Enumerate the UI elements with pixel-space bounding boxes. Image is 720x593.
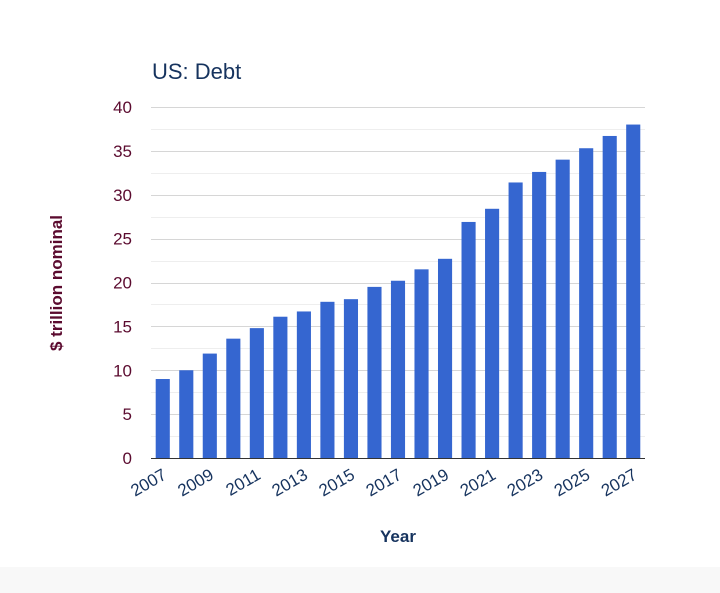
x-tick-label: 2027 xyxy=(598,465,640,500)
y-tick-label: 5 xyxy=(123,405,132,424)
x-tick-label: 2021 xyxy=(457,465,499,500)
x-tick-label: 2015 xyxy=(316,465,358,500)
x-tick-label: 2017 xyxy=(363,465,405,500)
y-tick-label: 25 xyxy=(113,230,132,249)
y-tick-label: 0 xyxy=(123,449,132,468)
bar-2021 xyxy=(485,208,500,458)
y-tick-label: 35 xyxy=(113,142,132,161)
y-tick-label: 15 xyxy=(113,317,132,336)
x-tick-label: 2023 xyxy=(504,465,546,500)
y-tick-label: 30 xyxy=(113,186,132,205)
bar-2010 xyxy=(226,338,241,458)
bar-2011 xyxy=(249,328,264,458)
bar-2017 xyxy=(390,280,406,458)
chart-title: US: Debt xyxy=(152,59,242,84)
bar-2020 xyxy=(461,221,476,458)
x-tick-label: 2007 xyxy=(128,465,170,500)
bar-2018 xyxy=(414,269,429,458)
y-tick-labels: 0 5 10 15 20 25 30 35 40 xyxy=(113,98,132,468)
bar-2026 xyxy=(602,135,617,458)
bars-layer xyxy=(155,124,641,459)
x-tick-label: 2011 xyxy=(223,465,264,500)
x-tick-labels: 2007 2009 2011 2013 2015 2017 2019 2021 2023 2025… xyxy=(128,465,641,500)
bar-2024 xyxy=(555,159,570,458)
bar-2013 xyxy=(296,311,311,458)
x-tick-label: 2025 xyxy=(551,465,593,500)
footer-band xyxy=(0,567,720,593)
bar-2019 xyxy=(437,258,453,458)
bar-2009 xyxy=(202,353,217,458)
bar-2025 xyxy=(579,148,594,459)
bar-2012 xyxy=(273,316,288,458)
y-tick-label: 40 xyxy=(113,98,132,117)
y-tick-label: 10 xyxy=(113,361,132,380)
x-tick-label: 2019 xyxy=(410,465,452,500)
x-axis-label: Year xyxy=(380,527,416,546)
bar-2027 xyxy=(626,124,641,459)
x-tick-label: 2013 xyxy=(269,465,311,500)
bar-2008 xyxy=(179,370,194,458)
bar-2015 xyxy=(343,299,359,458)
bar-2014 xyxy=(320,301,335,458)
bar-2022 xyxy=(508,182,523,458)
bar-2023 xyxy=(532,171,547,458)
bar-2007 xyxy=(155,379,170,458)
y-tick-label: 20 xyxy=(113,274,132,293)
bar-2016 xyxy=(367,286,382,458)
x-tick-label: 2009 xyxy=(175,465,217,500)
